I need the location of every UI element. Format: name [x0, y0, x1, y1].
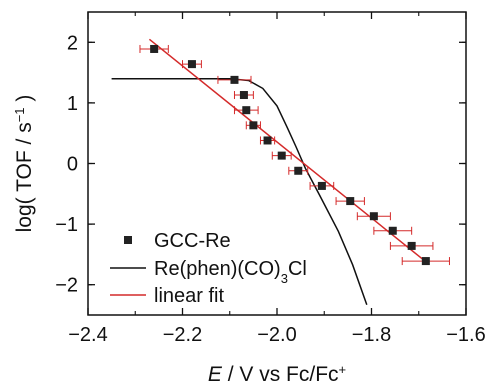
data-point: [421, 257, 430, 266]
data-point: [150, 44, 159, 53]
y-tick-label: −1: [55, 214, 78, 236]
plot-layer: [111, 38, 450, 305]
x-axis-label: E / V vs Fc/Fc+: [208, 362, 346, 387]
y-tick-label: 1: [67, 93, 78, 115]
y-tick-label: 2: [67, 32, 78, 54]
data-point: [346, 197, 355, 206]
series-line-linear-fit: [148, 38, 427, 263]
data-point: [317, 181, 326, 190]
data-point: [388, 226, 397, 235]
data-point: [230, 75, 239, 84]
legend-label: Re(phen)(CO)3Cl: [154, 258, 307, 286]
data-point: [263, 136, 272, 145]
data-point: [239, 91, 248, 100]
legend-marker-square: [124, 236, 132, 244]
data-point: [277, 151, 286, 160]
x-tick-label: −2.0: [257, 324, 296, 346]
data-point: [187, 60, 196, 69]
y-axis-label: log( TOF / s−1 ): [12, 95, 37, 233]
x-tick-label: −2.2: [163, 324, 202, 346]
axis-layer: −2.4 −2.2 −2.0 −1.8 −1.6 −2 −1 0 1 2: [55, 11, 486, 346]
x-tick-label: −1.8: [352, 324, 391, 346]
legend-label: linear fit: [154, 285, 224, 307]
y-tick-label: 0: [67, 154, 78, 176]
data-point: [242, 106, 251, 115]
legend-label: GCC-Re: [154, 230, 231, 252]
y-tick-label: −2: [55, 275, 78, 297]
x-tick-label: −2.4: [68, 324, 107, 346]
data-point: [407, 241, 416, 250]
data-point: [249, 121, 258, 130]
x-tick-label: −1.6: [446, 324, 485, 346]
data-point: [294, 166, 303, 175]
data-point: [369, 212, 378, 221]
